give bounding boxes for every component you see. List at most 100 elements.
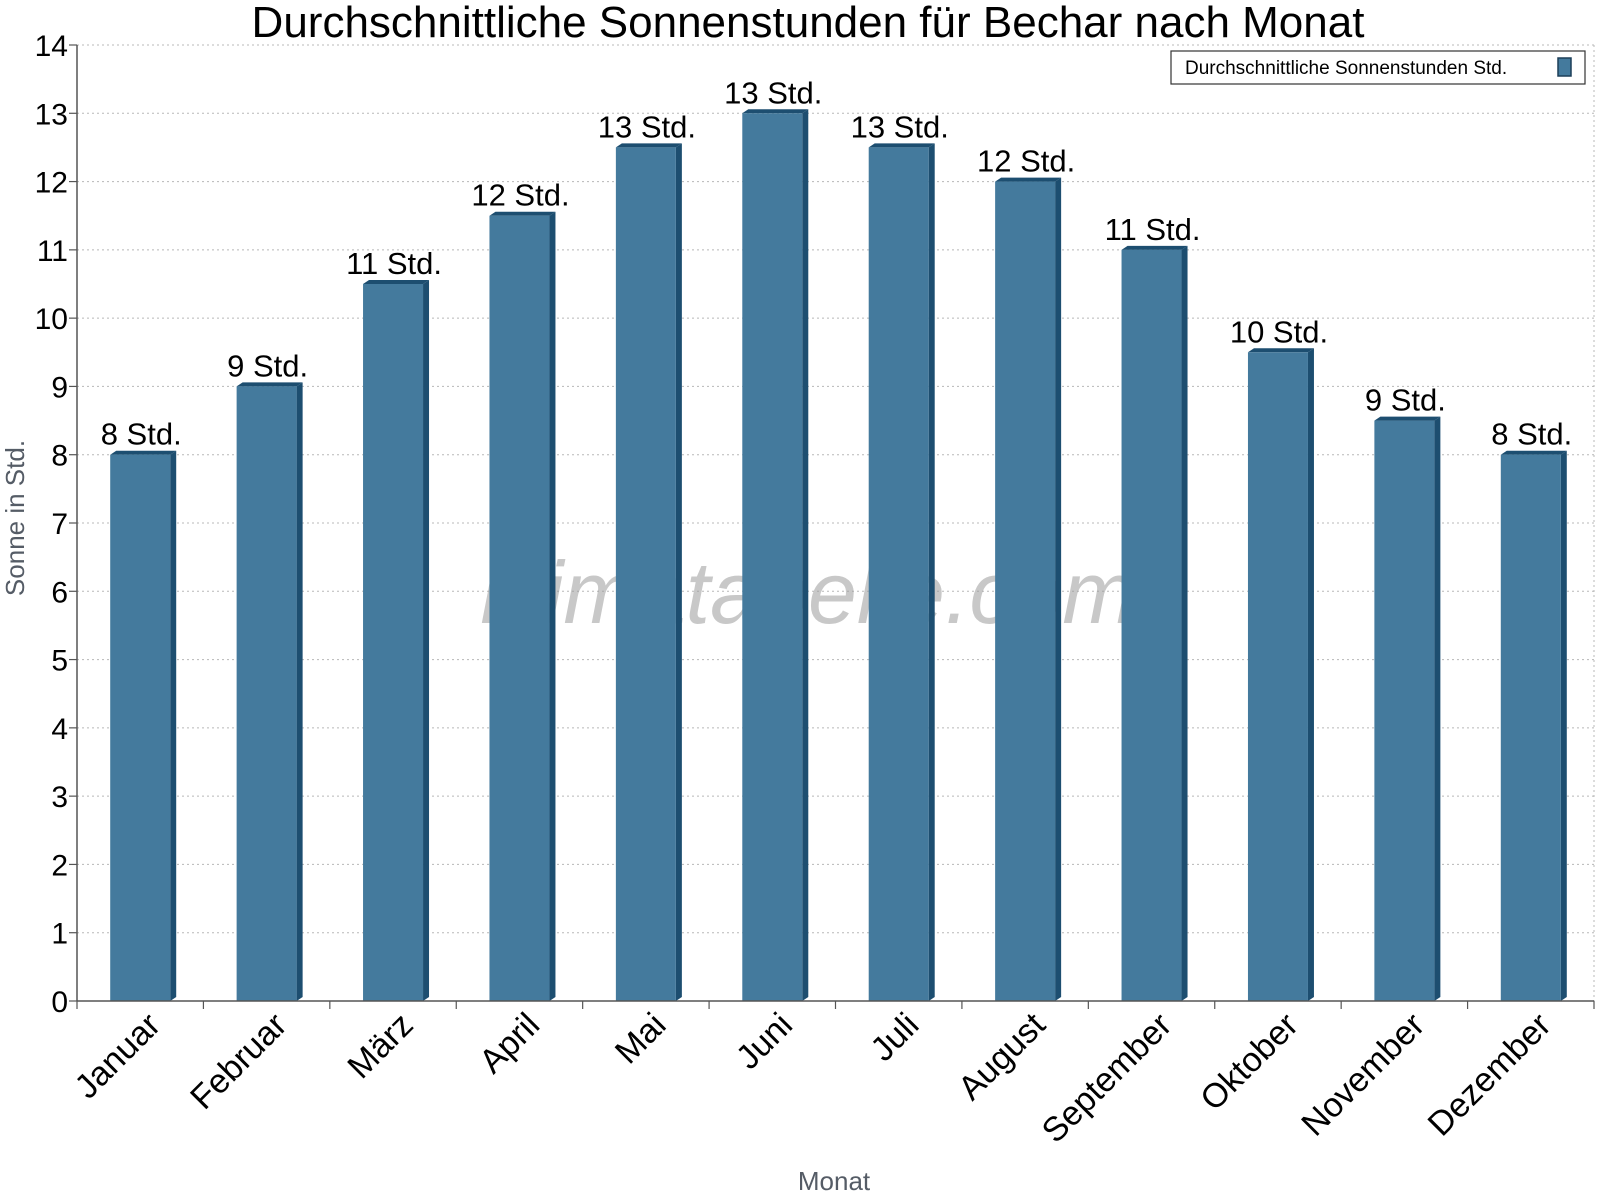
x-tick-label: April (472, 1006, 547, 1081)
legend-swatch (1557, 57, 1572, 77)
bar-front (868, 147, 929, 1001)
bar-top (995, 177, 1062, 182)
bar-top (615, 143, 682, 148)
bar-side (296, 382, 303, 1001)
bar-side (1055, 177, 1062, 1002)
bar-side (928, 143, 935, 1001)
bar-top (236, 382, 303, 387)
bar-front (995, 181, 1056, 1002)
data-label: 10 Std. (1230, 314, 1328, 349)
data-label: 13 Std. (724, 75, 822, 110)
y-axis-label: Sonne in Std. (0, 440, 30, 596)
y-tick-label: 1 (51, 918, 68, 951)
y-tick-label: 11 (37, 235, 68, 268)
data-label: 9 Std. (227, 348, 308, 383)
bar-mai (615, 143, 682, 1001)
x-tick-label: August (951, 1005, 1053, 1107)
y-tick-label: 5 (51, 645, 68, 678)
bar-front (742, 113, 803, 1002)
bar-front (110, 454, 171, 1001)
x-tick-label: November (1294, 1006, 1432, 1144)
y-tick-label: 13 (35, 98, 68, 131)
grid-lines (77, 44, 1595, 1001)
bar-top (1500, 450, 1567, 455)
data-label: 13 Std. (851, 109, 949, 144)
bar-front (1500, 454, 1561, 1001)
y-tick-label: 7 (51, 508, 68, 541)
bar-august (995, 177, 1062, 1002)
x-tick-label: Februar (183, 1006, 294, 1117)
bar-top (1374, 416, 1441, 421)
bar-top (868, 143, 935, 148)
y-tick-label: 10 (35, 303, 68, 336)
y-tick-label: 8 (51, 440, 68, 473)
bar-front (236, 386, 297, 1001)
data-label: 11 Std. (346, 246, 442, 281)
legend: Durchschnittliche Sonnenstunden Std. (1170, 50, 1586, 85)
bar-front (615, 147, 676, 1001)
bar-side (802, 109, 809, 1002)
x-axis-label: Monat (798, 1166, 871, 1196)
bar-april (489, 211, 556, 1001)
axes (69, 44, 1595, 1009)
legend-box (1170, 50, 1586, 85)
y-tick-label: 3 (51, 781, 68, 814)
data-label: 13 Std. (598, 109, 696, 144)
x-tick-label: Dezember (1421, 1006, 1559, 1144)
x-tick-label: März (340, 1006, 420, 1086)
bar-januar (110, 450, 177, 1001)
chart-title: Durchschnittliche Sonnenstunden für Bech… (252, 0, 1365, 47)
y-tick-label: 6 (51, 576, 68, 609)
bar-dezember (1500, 450, 1567, 1001)
x-tick-labels: Januar Februar März April Mai Juni Juli AugustS… (67, 1005, 1558, 1150)
data-label: 9 Std. (1365, 383, 1446, 418)
bar-front (1247, 352, 1308, 1001)
y-tick-label: 4 (51, 713, 68, 746)
bars (110, 109, 1567, 1002)
y-tick-label: 2 (51, 849, 68, 882)
data-label: 12 Std. (471, 178, 569, 213)
bar-top (363, 280, 430, 284)
bar-front (1121, 249, 1182, 1001)
bar-side (549, 211, 556, 1001)
bar-september (1121, 245, 1188, 1001)
bar-front (363, 284, 424, 1001)
bar-side (1181, 245, 1188, 1001)
data-label: 8 Std. (1491, 417, 1572, 452)
bar-november (1374, 416, 1441, 1002)
legend-label: Durchschnittliche Sonnenstunden Std. (1185, 58, 1507, 79)
bar-side (423, 280, 430, 1001)
data-label: 12 Std. (977, 144, 1075, 179)
x-tick-label: September (1035, 1006, 1179, 1150)
x-tick-label: Januar (67, 1006, 167, 1106)
bar-side (170, 450, 177, 1001)
x-tick-label: Oktober (1193, 1006, 1305, 1118)
x-tick-label: Juni (729, 1006, 800, 1077)
bar-side (1307, 348, 1314, 1001)
x-tick-label: Mai (608, 1006, 674, 1072)
bar-side (675, 143, 682, 1001)
bar-februar (236, 382, 303, 1001)
data-label: 8 Std. (101, 417, 182, 452)
data-label: 11 Std. (1105, 212, 1201, 247)
bar-top (742, 109, 809, 114)
bar-juli (868, 143, 935, 1001)
y-tick-label: 0 (51, 986, 68, 1019)
x-tick-label: Juli (863, 1006, 926, 1069)
data-labels: 8 Std. 9 Std. 11 Std. 12 Std. 13 Std. 13 Std.… (101, 75, 1573, 451)
bar-front (1374, 420, 1435, 1002)
bar-top (489, 211, 556, 216)
bar-front (489, 215, 550, 1001)
bar-side (1434, 416, 1441, 1002)
bar-top (110, 450, 177, 455)
y-tick-label: 9 (51, 371, 68, 404)
bar-side (1560, 450, 1567, 1001)
bar-top (1121, 245, 1188, 250)
bar-oktober (1247, 348, 1314, 1001)
y-tick-label: 12 (35, 167, 68, 200)
bar-märz (363, 280, 430, 1001)
y-tick-label: 14 (35, 30, 68, 63)
bar-juni (742, 109, 809, 1002)
